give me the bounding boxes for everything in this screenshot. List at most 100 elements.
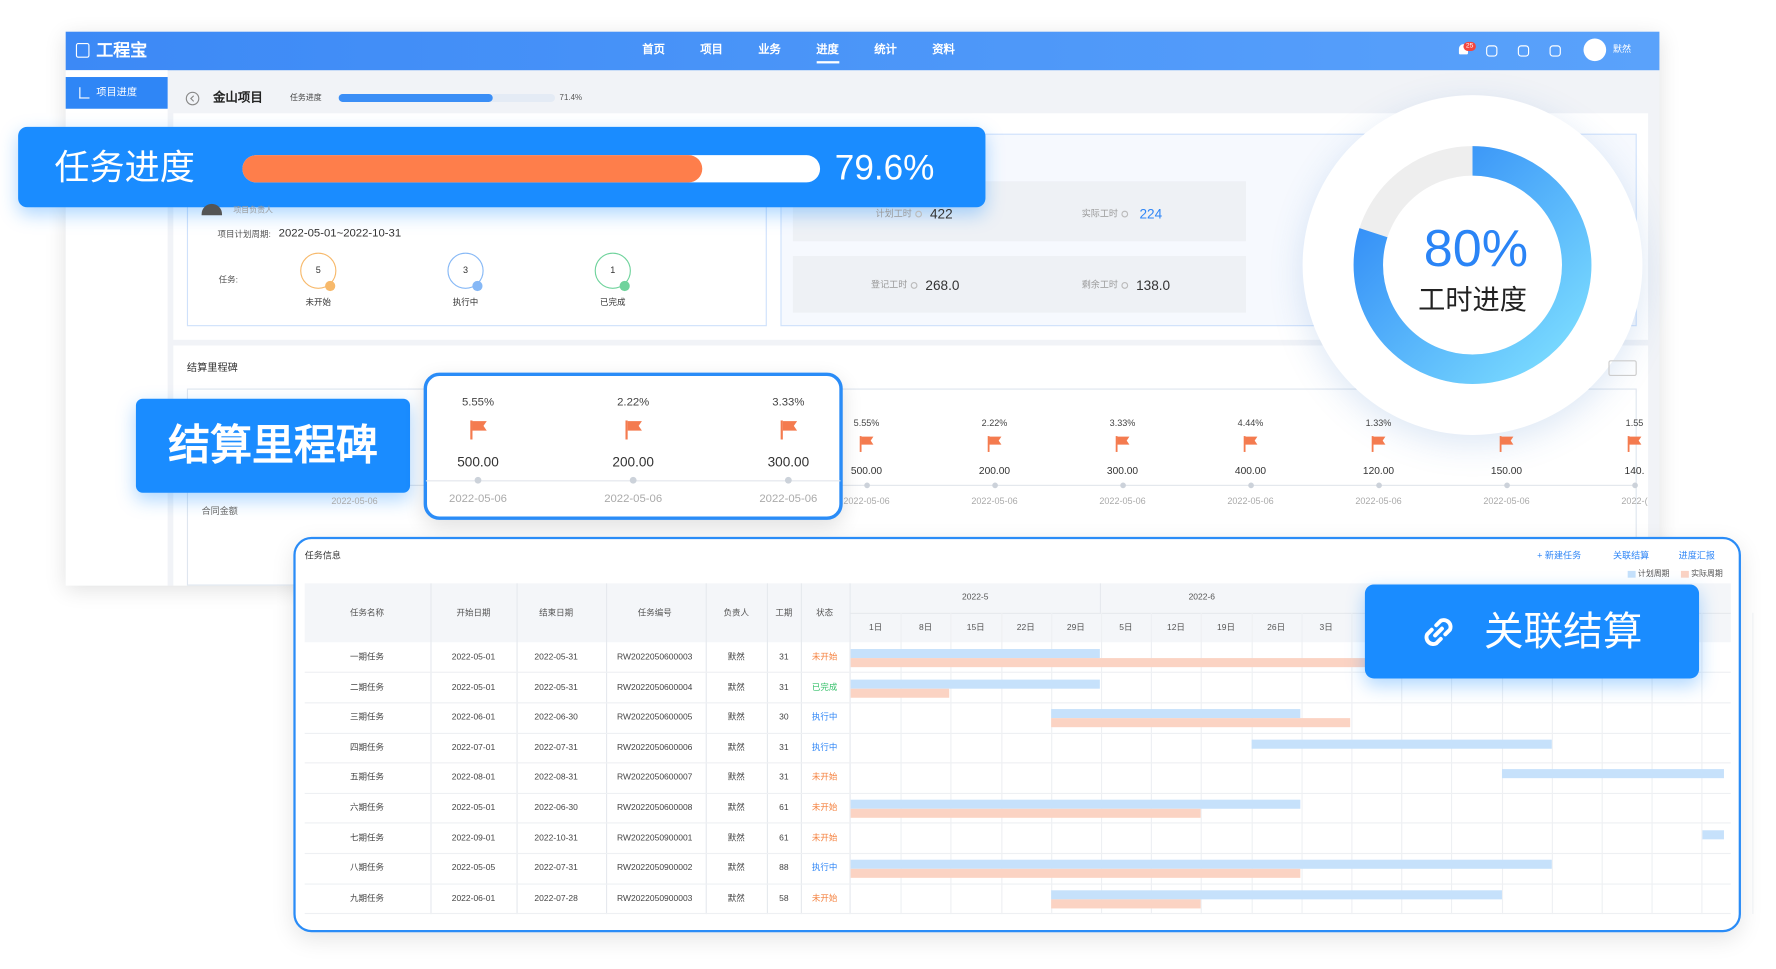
callout-value: 79.6%	[834, 147, 935, 188]
milestone-dot	[1247, 482, 1254, 489]
table-cell: 执行中	[811, 741, 838, 753]
milestone-amount: 400.00	[1234, 464, 1267, 477]
table-cell: 一期任务	[350, 651, 384, 662]
table-cell: 31	[779, 772, 789, 783]
status-dot	[472, 280, 483, 292]
nav-item[interactable]: 进度	[816, 44, 839, 57]
hours-cell	[792, 255, 1246, 313]
table-cell: 2022-08-31	[534, 772, 578, 783]
donut-label: 工时进度	[1418, 285, 1527, 317]
table-cell: 2022-07-31	[534, 862, 578, 873]
table-cell: 31	[779, 741, 789, 753]
period: 2022-05-01~2022-10-31	[278, 227, 402, 241]
row-line	[304, 882, 1731, 885]
table-cell: 未开始	[811, 892, 838, 903]
hours-value: 138.0	[1136, 277, 1171, 294]
progress-track	[338, 94, 556, 102]
table-cell: 58	[779, 892, 789, 903]
milestone-date: 2022-05-06	[1483, 496, 1530, 507]
milestone-axis	[186, 484, 1637, 486]
table-cell: 默然	[727, 741, 745, 753]
callout-fill	[242, 155, 703, 183]
hours-value: 422	[929, 206, 953, 223]
callout-label: 结算里程碑	[168, 421, 378, 469]
table-cell: 未开始	[811, 772, 838, 783]
row-line	[304, 672, 1731, 674]
milestone-amount: 500.00	[850, 464, 883, 477]
nav-item[interactable]: 资料	[932, 44, 955, 57]
milestone-amount: 120.00	[1362, 464, 1395, 477]
flag-icon	[1115, 436, 1130, 452]
milestone-dot	[629, 476, 637, 484]
logo: 工程宝	[96, 41, 148, 61]
table-cell: RW2022050600004	[616, 681, 693, 692]
column-header: 结束日期	[539, 607, 574, 618]
hours-donut	[1353, 146, 1592, 384]
milestone-percent: 5.55%	[461, 396, 495, 409]
plan-bar	[850, 649, 1100, 659]
table-cell: 未开始	[811, 832, 838, 843]
table-cell: 二期任务	[350, 681, 384, 692]
column-line	[705, 583, 707, 915]
table-cell: 30	[779, 711, 789, 723]
milestone-amount: 300.00	[1106, 464, 1139, 477]
milestone-percent: 3.33%	[1109, 417, 1136, 429]
milestone-date: 2022-05-06	[449, 492, 507, 506]
flag-icon	[1371, 436, 1386, 452]
flag-icon	[1243, 436, 1258, 452]
day-label: 26日	[1267, 622, 1286, 633]
column-header: 开始日期	[456, 607, 491, 618]
milestone-callout-label	[135, 398, 411, 493]
milestone-amount: 140.	[1624, 464, 1645, 477]
actual-bar	[1051, 718, 1351, 728]
milestone-percent: 2.22%	[617, 396, 650, 409]
table-cell: 2022-08-01	[451, 772, 496, 783]
hours-label: 剩余工时	[1081, 279, 1118, 290]
manager-avatar	[201, 203, 223, 216]
table-cell: 2022-09-01	[451, 832, 496, 843]
table-cell: 88	[779, 862, 789, 873]
table-cell: 2022-10-31	[534, 832, 578, 843]
hours-label: 实际工时	[1081, 208, 1118, 219]
nav-item[interactable]: 统计	[874, 44, 897, 57]
avatar	[1583, 38, 1607, 62]
help-icon	[910, 282, 918, 289]
plan-bar	[850, 799, 1301, 809]
nav-item[interactable]: 业务	[758, 44, 781, 57]
milestone-date: 2022-05-06	[1099, 496, 1146, 507]
nav-item[interactable]: 首页	[642, 44, 665, 57]
month-label: 2022-6	[1188, 591, 1216, 602]
table-cell: RW2022050900003	[616, 892, 693, 903]
column-line	[605, 583, 608, 915]
status-label: 执行中	[452, 297, 479, 308]
action-link[interactable]: 关联结算	[1612, 550, 1650, 561]
nav-item[interactable]: 项目	[700, 44, 723, 57]
user-name: 默然	[1612, 44, 1632, 55]
table-cell: 未开始	[811, 802, 838, 813]
actual-bar	[850, 688, 950, 698]
milestone-dot	[1631, 482, 1638, 489]
badge	[1463, 41, 1476, 51]
row-line	[304, 762, 1731, 764]
action-link[interactable]: 进度汇报	[1678, 550, 1715, 561]
milestone-callout	[423, 372, 843, 520]
panel-title: 任务信息	[304, 550, 341, 561]
milestone-date: 2022-05-06	[971, 496, 1018, 507]
milestone-dot	[1119, 482, 1126, 489]
flag-icon	[859, 436, 874, 452]
day-label: 29日	[1066, 622, 1085, 633]
table-cell: 八期任务	[350, 862, 384, 873]
status-label: 已完成	[600, 297, 626, 308]
milestone-date: 2022-05-06	[604, 492, 663, 506]
callout-track	[242, 155, 821, 183]
month-divider	[1099, 583, 1101, 613]
table-cell: 默然	[727, 651, 745, 662]
milestone-percent: 3.33%	[772, 396, 805, 409]
table-cell: 31	[779, 681, 789, 692]
milestone-date: 2022-05-06	[1227, 496, 1274, 507]
table-cell: RW2022050600007	[616, 772, 693, 783]
action-link[interactable]: + 新建任务	[1537, 550, 1582, 561]
day-line	[1751, 612, 1753, 915]
row-line	[304, 702, 1731, 704]
